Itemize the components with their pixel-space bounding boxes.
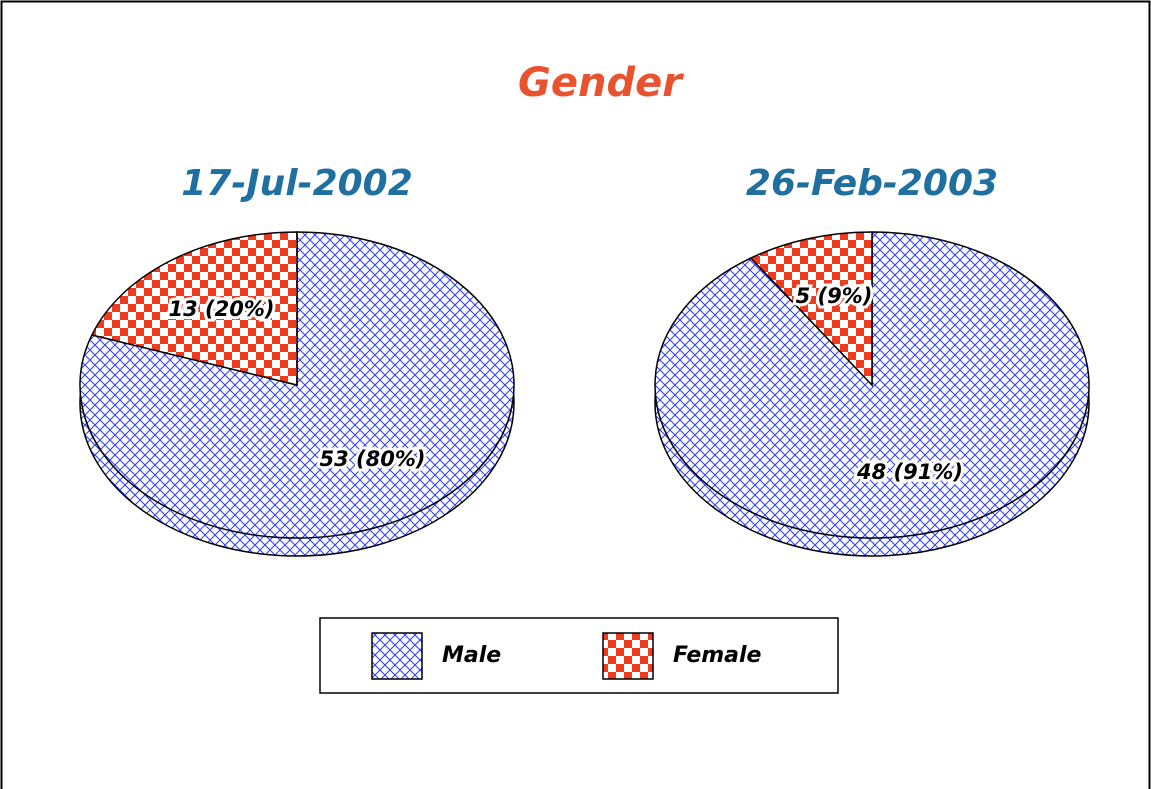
- data-label: 48 (91%): [856, 460, 963, 484]
- data-label: 5 (9%): [796, 284, 873, 308]
- legend-label: Male: [442, 643, 501, 668]
- legend-label: Female: [673, 643, 762, 668]
- pie-title: 26-Feb-2003: [746, 163, 998, 204]
- legend-swatch: [602, 632, 654, 680]
- chart-title: Gender: [518, 60, 684, 106]
- pie-title: 17-Jul-2002: [181, 163, 413, 204]
- pie-slice: [749, 231, 873, 387]
- pie-slice: [90, 231, 298, 386]
- legend-swatch: [371, 632, 423, 680]
- legend: Male Female: [371, 632, 762, 680]
- data-label: 53 (80%): [320, 447, 426, 471]
- data-label: 13 (20%): [168, 297, 274, 321]
